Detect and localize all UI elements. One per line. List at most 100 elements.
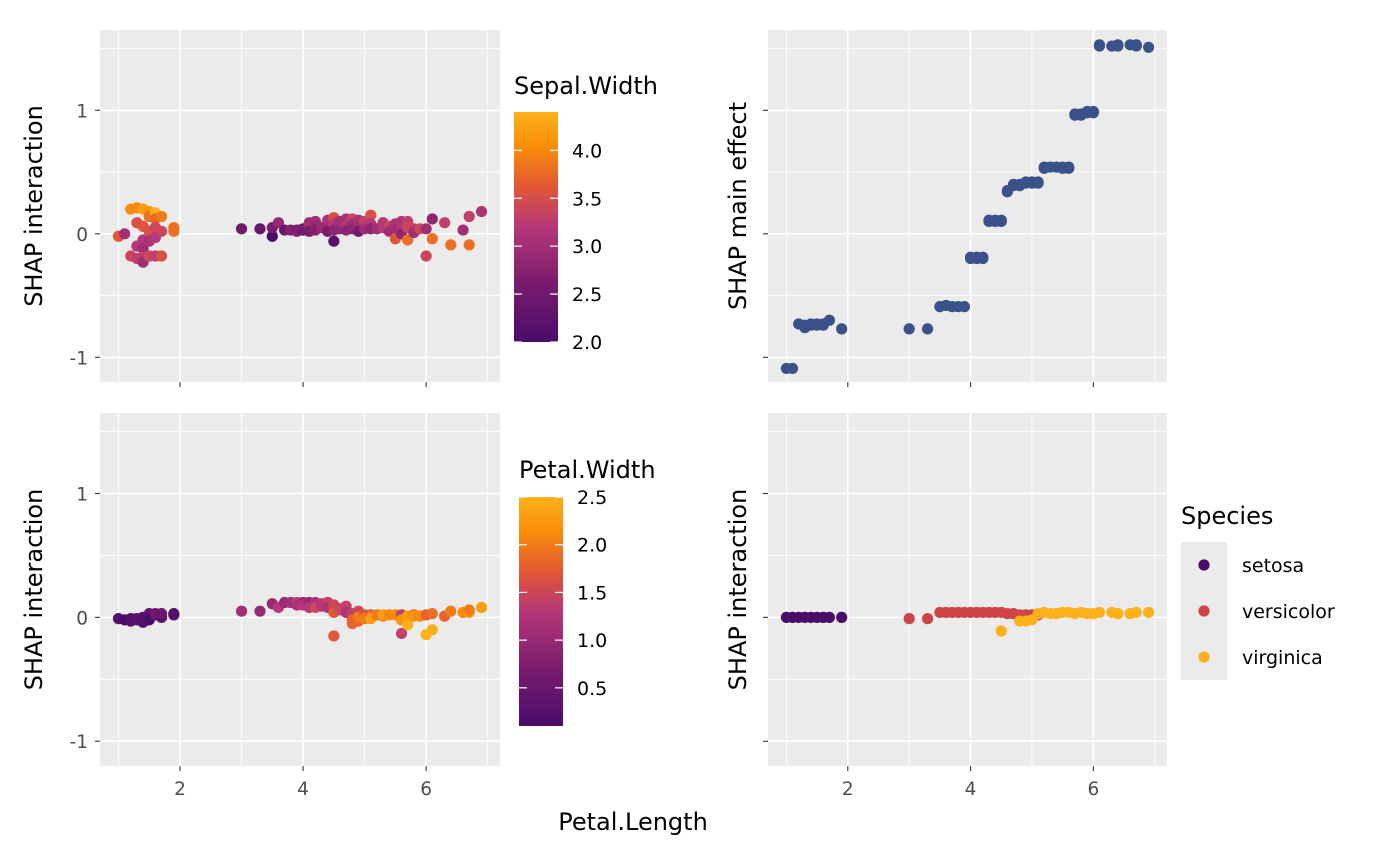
- data-point: [457, 224, 469, 236]
- data-point: [463, 210, 475, 223]
- y-axis-title: SHAP main effect: [724, 102, 752, 310]
- data-point: [420, 223, 432, 235]
- y-tick-label: -1: [70, 732, 88, 753]
- data-point: [254, 223, 266, 235]
- panel-bottom-right: 2 4 6 SHAP interaction: [724, 413, 1167, 800]
- data-point: [836, 611, 848, 623]
- colorbar-label: 3.0: [572, 236, 602, 258]
- data-point: [958, 301, 971, 313]
- y-tick-label: 1: [76, 485, 88, 506]
- panel-background: [100, 413, 500, 766]
- data-point: [445, 605, 457, 617]
- data-point: [365, 209, 377, 221]
- data-point: [823, 314, 835, 326]
- panel-background: [768, 413, 1167, 766]
- legend-species: Species setosa versicolor virginica: [1181, 502, 1335, 680]
- data-point: [266, 230, 278, 242]
- data-point: [254, 605, 266, 617]
- colorbar: [514, 112, 558, 342]
- legend-label: versicolor: [1242, 601, 1335, 623]
- data-point: [445, 239, 457, 251]
- legend-label: setosa: [1242, 555, 1304, 577]
- data-point: [463, 604, 475, 616]
- legend-title: Sepal.Width: [514, 72, 658, 100]
- data-point: [155, 250, 168, 262]
- data-point: [420, 250, 432, 262]
- data-point: [1130, 606, 1142, 619]
- data-point: [168, 608, 180, 620]
- legend-title: Petal.Width: [519, 456, 656, 484]
- data-point: [922, 613, 934, 625]
- data-point: [1112, 608, 1124, 620]
- y-axis-title: SHAP interaction: [724, 489, 752, 691]
- data-point: [823, 611, 835, 623]
- data-point: [836, 323, 848, 335]
- data-point: [426, 624, 438, 636]
- data-point: [328, 630, 340, 642]
- colorbar: [519, 497, 563, 726]
- legend-swatch: [1198, 651, 1210, 663]
- data-point: [475, 205, 488, 218]
- data-point: [235, 605, 248, 617]
- data-point: [922, 323, 934, 335]
- data-point: [977, 252, 989, 265]
- panel-background: [100, 30, 500, 382]
- x-tick-label: 6: [1087, 779, 1099, 800]
- data-point: [426, 233, 438, 245]
- x-axis-title: Petal.Length: [558, 808, 708, 836]
- data-point: [1093, 606, 1106, 619]
- colorbar-label: 2.5: [577, 487, 607, 509]
- panel-bottom-left: -1 0 1 2 4 6 SHAP interaction: [20, 413, 500, 800]
- x-tick-label: 2: [842, 779, 854, 800]
- y-axis-title: SHAP interaction: [20, 489, 48, 691]
- colorbar-label: 2.0: [572, 332, 602, 354]
- panel-top-right: SHAP main effect: [724, 30, 1167, 387]
- y-tick-label: -1: [70, 348, 88, 369]
- colorbar-label: 2.0: [577, 535, 607, 557]
- data-point: [475, 601, 488, 614]
- data-point: [439, 217, 451, 229]
- data-point: [463, 239, 475, 251]
- legend-label: virginica: [1242, 647, 1323, 669]
- data-point: [1063, 161, 1075, 173]
- data-point: [1093, 39, 1106, 51]
- data-point: [137, 243, 149, 255]
- data-point: [395, 627, 408, 640]
- legend-petal-width: Petal.Width 0.5 1.0 1.5 2.0 2.5: [519, 456, 656, 726]
- y-tick-label: 1: [76, 101, 88, 122]
- data-point: [235, 223, 248, 235]
- data-point: [903, 613, 915, 625]
- data-point: [1130, 40, 1142, 52]
- colorbar-label: 1.5: [577, 582, 607, 604]
- colorbar-label: 1.0: [577, 630, 607, 652]
- data-point: [1142, 606, 1155, 619]
- data-point: [1142, 41, 1155, 53]
- data-point: [1112, 40, 1124, 52]
- colorbar-label: 0.5: [577, 678, 607, 700]
- legend-title: Species: [1181, 502, 1273, 530]
- panel-top-left: -1 0 1 SHAP interaction: [20, 30, 500, 387]
- data-point: [1087, 107, 1099, 119]
- legend-swatch: [1198, 559, 1210, 571]
- colorbar-label: 2.5: [572, 284, 602, 306]
- data-point: [155, 210, 168, 223]
- data-point: [402, 619, 414, 631]
- colorbar-label: 3.5: [572, 188, 602, 210]
- colorbar-label: 4.0: [572, 140, 602, 162]
- data-point: [995, 215, 1007, 228]
- legend-swatch: [1198, 605, 1210, 617]
- data-point: [119, 228, 131, 240]
- data-point: [155, 608, 168, 620]
- panel-background: [768, 30, 1167, 382]
- legend-sepal-width: Sepal.Width 2.0 2.5 3.0 3.5 4.0: [514, 72, 658, 354]
- data-point: [402, 234, 414, 246]
- y-axis-title: SHAP interaction: [20, 105, 48, 307]
- y-tick-label: 0: [76, 608, 88, 629]
- data-point: [1032, 176, 1044, 188]
- data-point: [426, 608, 438, 620]
- x-tick-label: 2: [174, 779, 186, 800]
- x-tick-label: 4: [297, 779, 309, 800]
- data-point: [155, 225, 168, 237]
- data-point: [328, 235, 340, 247]
